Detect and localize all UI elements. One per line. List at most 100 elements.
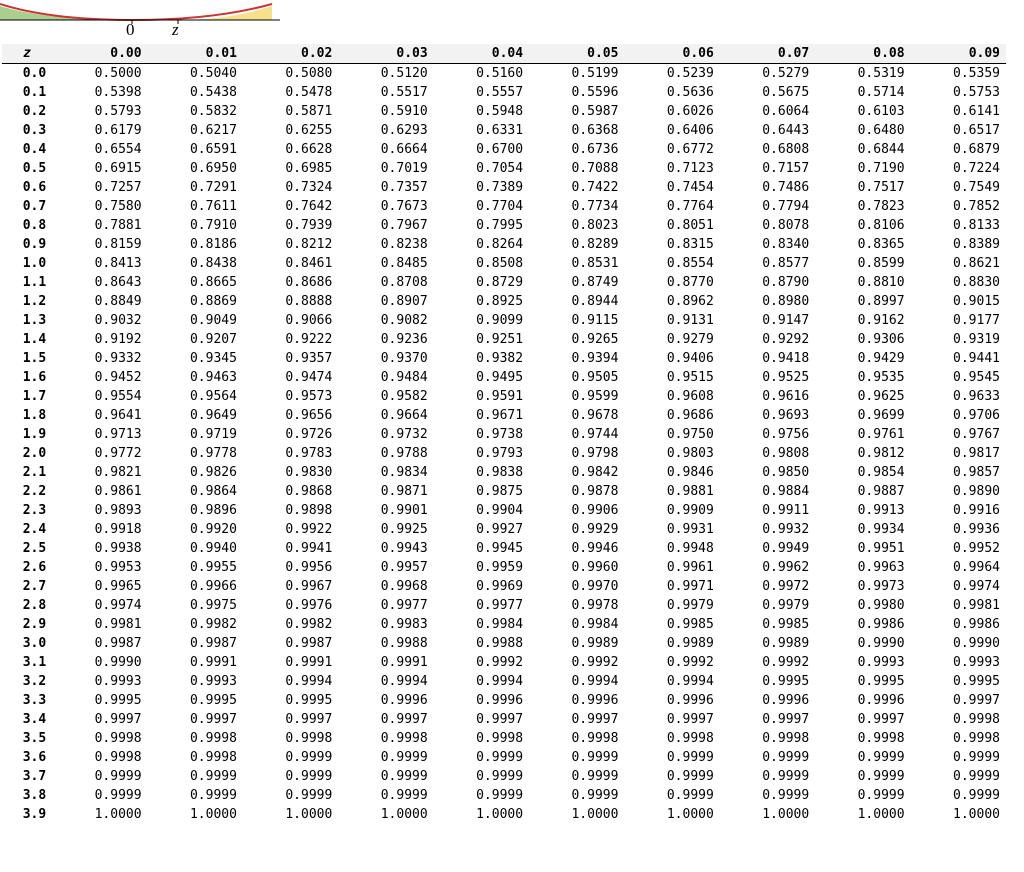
z-cell: 0.9964 (911, 558, 1006, 577)
z-cell: 0.9783 (243, 444, 338, 463)
table-row: 1.80.96410.96490.96560.96640.96710.96780… (2, 406, 1006, 425)
z-cell: 0.9994 (529, 672, 624, 691)
z-cell: 0.8289 (529, 235, 624, 254)
table-row: 1.20.88490.88690.88880.89070.89250.89440… (2, 292, 1006, 311)
table-row: 2.90.99810.99820.99820.99830.99840.99840… (2, 615, 1006, 634)
z-cell: 0.6554 (52, 140, 147, 159)
z-cell: 0.9999 (338, 786, 433, 805)
z-cell: 0.9983 (338, 615, 433, 634)
z-cell: 0.9826 (148, 463, 243, 482)
z-cell: 0.9966 (148, 577, 243, 596)
table-row: 0.60.72570.72910.73240.73570.73890.74220… (2, 178, 1006, 197)
z-cell: 0.9999 (911, 748, 1006, 767)
z-cell: 0.7389 (434, 178, 529, 197)
z-row-header: 1.5 (2, 349, 52, 368)
z-cell: 0.9251 (434, 330, 529, 349)
z-cell: 0.9997 (434, 710, 529, 729)
z-cell: 0.9945 (434, 539, 529, 558)
z-cell: 0.9664 (338, 406, 433, 425)
z-cell: 0.9821 (52, 463, 147, 482)
z-row-header: 2.2 (2, 482, 52, 501)
z-cell: 0.9633 (911, 387, 1006, 406)
z-cell: 0.9987 (52, 634, 147, 653)
z-cell: 0.5199 (529, 64, 624, 84)
z-cell: 0.5793 (52, 102, 147, 121)
z-cell: 0.5636 (624, 83, 719, 102)
z-cell: 0.6255 (243, 121, 338, 140)
z-cell: 0.9382 (434, 349, 529, 368)
z-cell: 0.9992 (624, 653, 719, 672)
z-cell: 0.9957 (338, 558, 433, 577)
z-cell: 0.9997 (529, 710, 624, 729)
z-cell: 0.6331 (434, 121, 529, 140)
z-cell: 0.9850 (720, 463, 815, 482)
z-cell: 0.9979 (624, 596, 719, 615)
z-table: z0.000.010.020.030.040.050.060.070.080.0… (2, 44, 1006, 824)
table-row: 0.10.53980.54380.54780.55170.55570.55960… (2, 83, 1006, 102)
z-cell: 0.9996 (529, 691, 624, 710)
z-cell: 0.9686 (624, 406, 719, 425)
z-cell: 0.9988 (338, 634, 433, 653)
z-cell: 0.7019 (338, 159, 433, 178)
z-cell: 0.7190 (815, 159, 910, 178)
z-cell: 0.9998 (52, 729, 147, 748)
z-cell: 0.7967 (338, 216, 433, 235)
z-cell: 0.9306 (815, 330, 910, 349)
z-cell: 0.6368 (529, 121, 624, 140)
z-cell: 0.9808 (720, 444, 815, 463)
z-cell: 0.9554 (52, 387, 147, 406)
z-col-header: 0.06 (624, 44, 719, 64)
z-cell: 0.9834 (338, 463, 433, 482)
z-cell: 0.9986 (815, 615, 910, 634)
table-row: 3.80.99990.99990.99990.99990.99990.99990… (2, 786, 1006, 805)
z-cell: 0.9991 (338, 653, 433, 672)
z-cell: 0.9875 (434, 482, 529, 501)
z-cell: 0.8643 (52, 273, 147, 292)
z-cell: 0.8749 (529, 273, 624, 292)
z-cell: 0.9995 (720, 672, 815, 691)
z-cell: 0.9525 (720, 368, 815, 387)
table-row: 3.10.99900.99910.99910.99910.99920.99920… (2, 653, 1006, 672)
z-cell: 0.7422 (529, 178, 624, 197)
z-cell: 0.8830 (911, 273, 1006, 292)
z-cell: 0.7291 (148, 178, 243, 197)
z-cell: 0.9979 (720, 596, 815, 615)
z-cell: 0.9997 (52, 710, 147, 729)
z-col-header: 0.03 (338, 44, 433, 64)
z-cell: 1.0000 (52, 805, 147, 824)
z-cell: 0.8944 (529, 292, 624, 311)
z-cell: 1.0000 (529, 805, 624, 824)
z-cell: 0.7611 (148, 197, 243, 216)
z-cell: 0.8508 (434, 254, 529, 273)
normal-curve-diagram: 0 z (0, 0, 280, 38)
z-cell: 0.9997 (148, 710, 243, 729)
z-cell: 0.9998 (243, 729, 338, 748)
z-cell: 0.9960 (529, 558, 624, 577)
z-cell: 0.6026 (624, 102, 719, 121)
z-cell: 0.5239 (624, 64, 719, 84)
z-cell: 0.9997 (815, 710, 910, 729)
z-cell: 1.0000 (815, 805, 910, 824)
z-cell: 0.9985 (624, 615, 719, 634)
z-cell: 0.9535 (815, 368, 910, 387)
z-cell: 0.8264 (434, 235, 529, 254)
z-cell: 0.9984 (529, 615, 624, 634)
z-cell: 0.5596 (529, 83, 624, 102)
z-cell: 0.7549 (911, 178, 1006, 197)
z-row-header: 2.1 (2, 463, 52, 482)
z-cell: 0.9319 (911, 330, 1006, 349)
z-cell: 0.9999 (815, 748, 910, 767)
z-cell: 0.9999 (911, 786, 1006, 805)
z-cell: 0.9699 (815, 406, 910, 425)
z-cell: 0.8438 (148, 254, 243, 273)
z-cell: 0.9756 (720, 425, 815, 444)
z-cell: 0.8133 (911, 216, 1006, 235)
z-row-header: 1.0 (2, 254, 52, 273)
z-cell: 0.9965 (52, 577, 147, 596)
z-cell: 0.9993 (148, 672, 243, 691)
z-cell: 0.6141 (911, 102, 1006, 121)
z-cell: 0.9972 (720, 577, 815, 596)
z-cell: 0.9901 (338, 501, 433, 520)
z-cell: 0.9906 (529, 501, 624, 520)
axis-label-zero: 0 (126, 20, 135, 40)
